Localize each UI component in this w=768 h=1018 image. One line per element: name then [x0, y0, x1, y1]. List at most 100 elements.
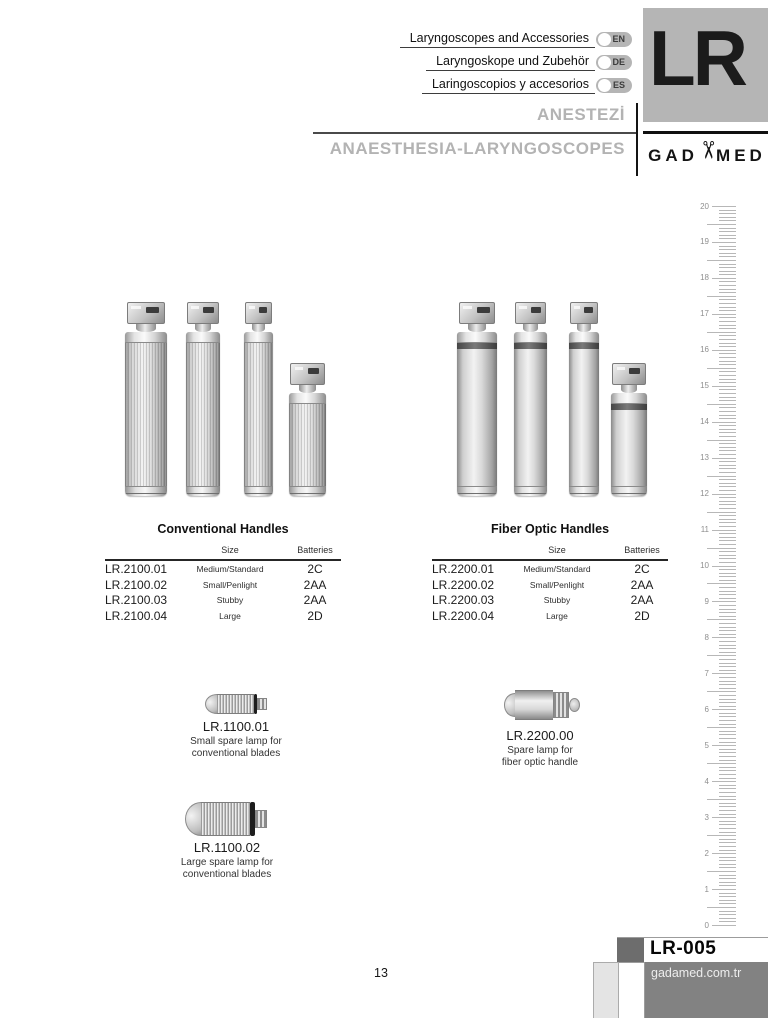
- handle-head: [245, 302, 272, 324]
- product-code: LR.2100.03: [105, 593, 168, 608]
- lamp-description-line: Small spare lamp for: [190, 736, 282, 747]
- brand-prefix: GAD: [648, 146, 698, 165]
- ruler-tick-minor: [719, 436, 736, 438]
- laryngoscope-handle-image: [457, 302, 497, 496]
- page-title-main: ANAESTHESIA-LARYNGOSCOPES: [329, 139, 625, 158]
- category-code: LR: [649, 14, 748, 102]
- ruler-tick-minor: [719, 892, 736, 894]
- ruler-tick-minor: [719, 234, 736, 236]
- ruler-tick-minor: [719, 522, 736, 524]
- lamp-description-line: Spare lamp for: [507, 745, 573, 756]
- ruler-tick-minor: [719, 270, 736, 272]
- ruler-tick-major: [712, 673, 736, 675]
- handle-cap: [457, 332, 497, 343]
- handle-barrel: [457, 349, 497, 486]
- ruler-tick-minor: [719, 407, 736, 409]
- ruler-tick-minor: [719, 572, 736, 574]
- ruler-tick-minor: [719, 461, 736, 463]
- handle-neck: [136, 324, 156, 332]
- ruler-tick-major: [712, 853, 736, 855]
- product-size: Stubby: [216, 595, 244, 606]
- ruler-tick-minor: [719, 910, 736, 912]
- ruler-tick-minor: [719, 468, 736, 470]
- handle-barrel: [289, 404, 326, 486]
- ruler-tick-minor: [719, 281, 736, 283]
- language-label: Laringoscopios y accesorios: [421, 77, 595, 94]
- ruler-tick-minor: [719, 561, 736, 563]
- handle-head: [187, 302, 219, 324]
- ruler-tick-minor: [719, 878, 736, 880]
- ruler-tick-major: [712, 637, 736, 639]
- table-row: LR.2200.04 Large 2D: [432, 609, 668, 624]
- ruler-label: 18: [700, 273, 709, 283]
- handle-body: [457, 332, 497, 496]
- ruler-tick-minor: [719, 533, 736, 535]
- ruler-tick-minor: [719, 339, 736, 340]
- lamp-thread: [553, 691, 569, 719]
- handle-cap: [186, 332, 220, 343]
- ruler-tick-minor: [719, 633, 736, 635]
- ruler-tick-minor: [719, 507, 736, 509]
- handle-neck: [522, 324, 539, 332]
- handle-neck: [620, 385, 638, 393]
- product-code: LR.2200.03: [432, 593, 495, 608]
- column-header-batteries: Batteries: [624, 545, 660, 555]
- lamp-body: [515, 690, 553, 720]
- ruler-tick-minor: [719, 587, 736, 589]
- ruler-tick-minor: [719, 734, 736, 736]
- ruler-label: 13: [700, 453, 709, 463]
- handle-body: [244, 332, 273, 496]
- ruler-tick-half: [707, 799, 736, 801]
- lamp-description-line: conventional blades: [182, 869, 272, 880]
- handle-neck: [195, 324, 211, 332]
- ruler-tick-minor: [719, 658, 736, 660]
- ruler-tick-minor: [719, 738, 736, 740]
- language-badge-en: EN: [596, 31, 632, 47]
- handle-cap: [611, 393, 647, 404]
- handle-cap: [289, 393, 326, 404]
- ruler-label: 14: [700, 417, 709, 427]
- ruler-tick-major: [712, 385, 736, 387]
- ruler-tick-minor: [719, 371, 736, 373]
- ruler-label: 1: [704, 884, 709, 894]
- product-size: Medium/Standard: [196, 564, 264, 575]
- ruler-tick-minor: [719, 838, 736, 840]
- ruler-tick-minor: [719, 454, 736, 456]
- ruler: 20 19 18 17 16 15 14 13 12 11 10 9 8 7 6 5 4 3 2 1 0: [696, 201, 740, 929]
- ruler-tick-half: [707, 259, 736, 261]
- lamp-ring: [250, 802, 255, 836]
- ruler-tick-minor: [719, 353, 736, 355]
- divider-under-category-box: [643, 131, 768, 134]
- ruler-tick-minor: [719, 374, 736, 376]
- product-code: LR.2100.01: [105, 562, 168, 577]
- handle-cap: [125, 332, 167, 343]
- handle-cap: [569, 332, 599, 343]
- handle-neck: [467, 324, 487, 332]
- ruler-tick-minor: [719, 579, 736, 581]
- page-title-local: ANESTEZİ: [536, 105, 625, 124]
- ruler-tick-half: [707, 331, 736, 333]
- handle-base: [514, 486, 547, 496]
- ruler-tick-half: [707, 835, 736, 837]
- footer-divider: [617, 937, 768, 938]
- ruler-label: 20: [700, 201, 709, 211]
- ruler-tick-minor: [719, 209, 736, 211]
- language-row-es: Laringoscopios y accesorios ES: [400, 77, 632, 94]
- ruler-tick-minor: [719, 245, 736, 247]
- ruler-tick-minor: [719, 640, 736, 642]
- lamp-description-line: fiber optic handle: [501, 757, 579, 768]
- ruler-tick-minor: [719, 446, 736, 448]
- table-title: Conventional Handles: [157, 522, 289, 536]
- ruler-tick-minor: [719, 410, 736, 412]
- ruler-tick-minor: [719, 716, 736, 718]
- lamp-caption: LR.1100.02 Large spare lamp for conventi…: [147, 840, 307, 881]
- ruler-tick-minor: [719, 576, 736, 578]
- column-header-size: Size: [548, 545, 566, 555]
- language-label: Laryngoscopes and Accessories: [399, 31, 595, 48]
- ruler-tick-minor: [719, 335, 736, 337]
- ruler-tick-minor: [719, 644, 736, 646]
- lamp-description: Large spare lamp for conventional blades: [147, 857, 307, 881]
- laryngoscope-handle-image: [186, 302, 220, 496]
- ruler-tick-minor: [719, 292, 736, 294]
- ruler-tick-major: [712, 206, 736, 207]
